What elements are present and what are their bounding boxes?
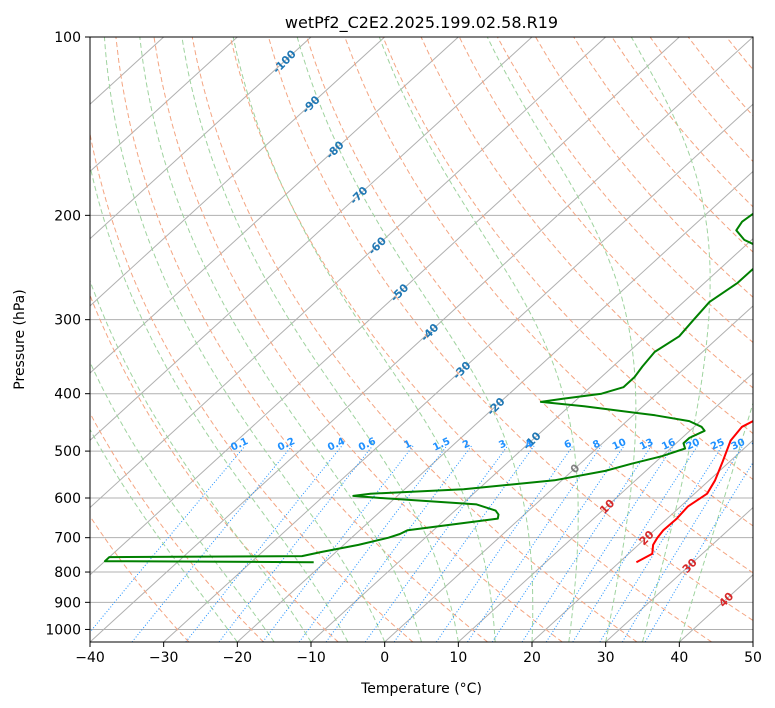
isotherm-line — [90, 37, 386, 307]
plot-area: -100-90-80-70-60-50-40-30-20-10010203040… — [90, 37, 767, 642]
moist-adiabat-line — [678, 401, 753, 642]
mixing-ratio-label: 16 — [660, 437, 677, 453]
isotherm-line — [90, 37, 459, 374]
dry-adiabat-line — [420, 37, 753, 435]
mixing-ratio-label: 36 — [750, 437, 767, 453]
isotherm-line — [605, 506, 753, 642]
y-tick-label: 300 — [54, 313, 81, 329]
isotherm-line — [236, 170, 753, 642]
isotherm-line — [90, 37, 312, 240]
y-tick-label: 1000 — [45, 622, 81, 638]
moist-adiabat-line — [630, 37, 711, 642]
isotherm-line — [90, 37, 607, 509]
dry-adiabat-line — [90, 293, 339, 642]
moist-adiabat-line — [139, 37, 422, 642]
mixing-ratio-line — [185, 445, 343, 642]
mixing-ratio-line — [364, 445, 508, 642]
isotherm-line — [384, 305, 753, 642]
dry-adiabat-line — [496, 37, 753, 344]
x-tick-label: −40 — [75, 650, 105, 666]
dry-adiabat-line — [535, 37, 753, 298]
moist-adiabat-line — [181, 37, 459, 642]
mixing-ratio-line — [298, 445, 448, 642]
moist-adiabat-line — [90, 361, 275, 642]
x-tick-label: −30 — [149, 650, 179, 666]
mixing-ratio-line — [621, 445, 744, 642]
mixing-ratio-label: 20 — [684, 437, 701, 453]
mixing-ratio-label: 30 — [730, 437, 747, 453]
x-tick-label: 50 — [744, 650, 762, 666]
y-tick-label: 500 — [54, 444, 81, 460]
sounding-series — [103, 212, 753, 564]
isotherm-line — [90, 37, 680, 576]
moist-adiabat-line — [90, 428, 238, 642]
x-axis-label: Temperature (°C) — [360, 681, 482, 697]
y-tick-label: 400 — [54, 387, 81, 403]
dry-adiabat-line — [191, 37, 638, 642]
isotherm-line — [531, 439, 753, 642]
x-tick-label: −10 — [296, 650, 326, 666]
isotherm-line — [90, 37, 238, 173]
isotherm-line — [457, 372, 753, 642]
isotherm-line — [90, 37, 533, 442]
mixing-ratio-line — [467, 445, 602, 642]
mixing-ratio-label: 3 — [497, 438, 508, 451]
mixing-ratio-line — [262, 445, 414, 642]
chart-title: wetPf2_C2E2.2025.199.02.58.R19 — [285, 13, 558, 33]
dewpoint-line — [103, 212, 753, 564]
dry-adiabat-line — [90, 131, 414, 642]
dry-adiabat-line — [306, 37, 753, 574]
x-tick-label: 30 — [597, 650, 615, 666]
x-tick-label: 40 — [670, 650, 688, 666]
dry-adiabat-line — [115, 37, 488, 642]
y-tick-label: 200 — [54, 208, 81, 224]
y-tick-label: 700 — [54, 531, 81, 547]
dry-adiabat-line — [268, 37, 753, 622]
dry-adiabats — [90, 37, 753, 642]
mixing-ratio-label: 4 — [524, 438, 535, 451]
dry-adiabat-line — [344, 37, 753, 527]
y-tick-label: 800 — [54, 565, 81, 581]
moist-adiabat-line — [90, 163, 349, 642]
mixing-ratio-label: 2 — [461, 438, 472, 451]
mixing-ratio-line — [521, 445, 652, 642]
plot-frame — [89, 36, 754, 643]
x-tick-label: 20 — [523, 650, 541, 666]
temperature-line — [635, 420, 753, 564]
x-axis: −40 −30 −20 −10 0 10 20 30 40 50 — [75, 642, 762, 666]
mixing-ratio-label: 1 — [402, 438, 413, 451]
x-tick-label: 10 — [449, 650, 467, 666]
isotherm-grid — [90, 37, 753, 642]
mixing-ratio-label: 6 — [563, 438, 574, 451]
mixing-ratio-line — [644, 461, 753, 642]
dry-adiabat-line — [229, 37, 712, 642]
dry-adiabat-line — [382, 37, 753, 481]
mixing-ratio-label: 25 — [709, 437, 726, 453]
mixing-ratio-label: 13 — [638, 437, 655, 453]
mixing-ratio-line — [435, 445, 574, 642]
moist-adiabat-line — [378, 37, 579, 642]
y-tick-label: 900 — [54, 595, 81, 611]
dry-adiabat-line — [90, 412, 264, 642]
mixing-ratio-line — [218, 445, 373, 642]
dry-adiabat-line — [153, 37, 563, 642]
x-tick-label: 0 — [380, 650, 389, 666]
y-tick-label: 100 — [54, 30, 81, 46]
mixing-ratio-label: 10 — [611, 437, 628, 453]
moist-adiabat-line — [232, 37, 496, 642]
y-axis: 100 200 300 400 500 600 700 800 900 1000 — [45, 30, 90, 638]
y-tick-label: 600 — [54, 491, 81, 507]
y-axis-label: Pressure (hPa) — [12, 289, 28, 389]
moist-adiabat-line — [296, 37, 534, 642]
moist-adiabat-line — [486, 37, 637, 642]
mixing-ratio-line — [599, 445, 723, 642]
x-tick-label: −20 — [223, 650, 253, 666]
mixing-ratio-label: 8 — [591, 438, 602, 451]
isotherm-line — [163, 103, 753, 642]
mixing-ratio-lines — [90, 445, 753, 642]
